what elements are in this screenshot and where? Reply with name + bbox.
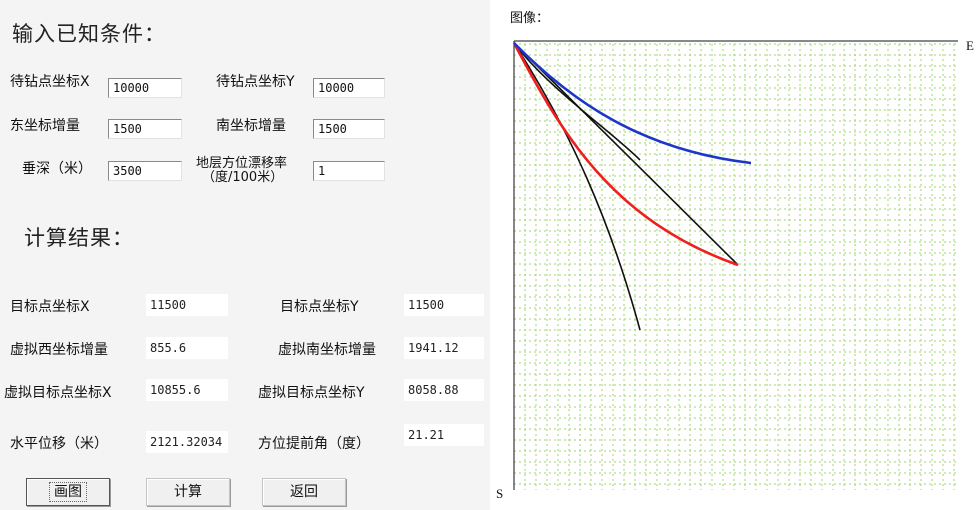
- azimuth-lead-angle-value: 21.21: [404, 424, 484, 446]
- virtual-target-x-label: 虚拟目标点坐标X: [4, 385, 112, 401]
- virtual-target-x-value: 10855.6: [146, 379, 228, 401]
- plot-grid: [513, 43, 958, 490]
- virtual-target-y-value: 8058.88: [404, 379, 484, 401]
- target-x-label: 目标点坐标X: [10, 299, 90, 315]
- target-y-value: 11500: [404, 294, 484, 316]
- virtual-south-increment-value: 1941.12: [404, 337, 484, 359]
- draw-button-label: 画图: [49, 482, 87, 502]
- black-trajectory-line-steep: [513, 42, 641, 331]
- azimuth-drift-input[interactable]: 1: [313, 161, 385, 181]
- virtual-target-y-label: 虚拟目标点坐标Y: [258, 385, 365, 401]
- target-x-value: 11500: [146, 294, 228, 316]
- calculate-button[interactable]: 计算: [146, 478, 230, 506]
- south-increment-label: 南坐标增量: [216, 118, 286, 134]
- east-increment-label: 东坐标增量: [10, 118, 80, 134]
- calculate-button-label: 计算: [174, 484, 202, 500]
- virtual-west-increment-value: 855.6: [146, 337, 228, 359]
- back-button-label: 返回: [290, 484, 318, 500]
- plot-background: [490, 0, 980, 510]
- virtual-west-increment-label: 虚拟西坐标增量: [10, 342, 108, 358]
- virtual-south-increment-label: 虚拟南坐标增量: [278, 342, 376, 358]
- vertical-depth-label: 垂深（米）: [22, 161, 92, 177]
- axis-south-label: S: [496, 486, 503, 501]
- azimuth-drift-label-line1: 地层方位漂移率: [196, 156, 288, 171]
- horizontal-displacement-value: 2121.32034: [146, 431, 228, 453]
- input-section-title: 输入已知条件：: [12, 22, 166, 46]
- east-increment-input[interactable]: 1500: [108, 119, 182, 139]
- south-increment-input[interactable]: 1500: [313, 119, 385, 139]
- drill-point-y-label: 待钻点坐标Y: [216, 74, 295, 90]
- horizontal-displacement-label: 水平位移（米）: [10, 436, 108, 452]
- axis-east-label: E: [966, 38, 974, 53]
- red-trajectory-curve: [512, 42, 739, 267]
- azimuth-drift-label: 地层方位漂移率 （度/100米）: [196, 157, 287, 185]
- drill-point-x-input[interactable]: 10000: [108, 78, 182, 98]
- drill-point-y-input[interactable]: 10000: [313, 78, 385, 98]
- vertical-depth-input[interactable]: 3500: [108, 161, 182, 181]
- blue-trajectory-curve: [513, 42, 752, 165]
- target-y-label: 目标点坐标Y: [280, 299, 359, 315]
- plot-title: 图像：: [510, 10, 549, 25]
- azimuth-drift-label-line2: （度/100米）: [202, 170, 284, 185]
- drill-point-x-label: 待钻点坐标X: [10, 74, 90, 90]
- trajectory-plot: 图像： E S: [490, 0, 980, 510]
- back-button[interactable]: 返回: [262, 478, 346, 506]
- draw-button[interactable]: 画图: [26, 478, 110, 506]
- azimuth-lead-angle-label: 方位提前角（度）: [258, 436, 370, 452]
- black-trajectory-line-straight: [513, 42, 739, 266]
- result-section-title: 计算结果：: [24, 226, 134, 250]
